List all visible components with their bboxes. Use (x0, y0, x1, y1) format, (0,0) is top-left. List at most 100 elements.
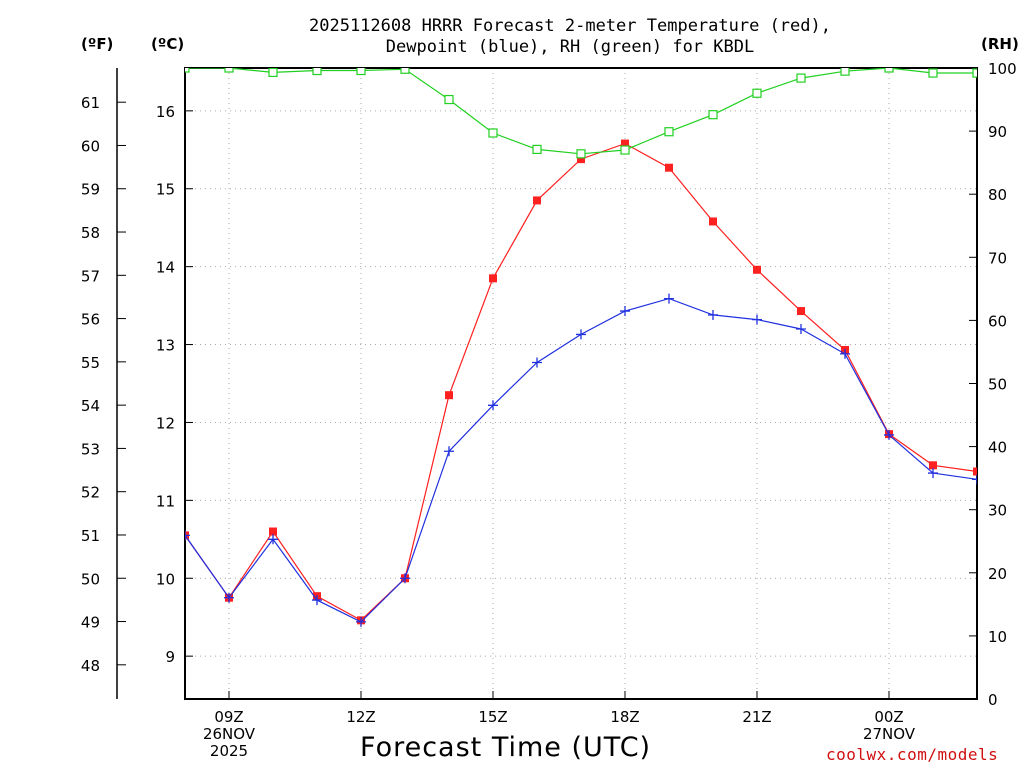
temperature-point (709, 217, 717, 226)
rh-tick-label: 30 (988, 502, 1007, 520)
rh-tick-label: 40 (988, 439, 1007, 457)
dewpoint-point (224, 592, 234, 603)
rh-point (268, 68, 278, 78)
rh-point (532, 144, 542, 154)
fahrenheit-unit-label: (ºF) (81, 35, 114, 53)
chart-title-line1: 2025112608 HRRR Forecast 2-meter Tempera… (309, 16, 831, 36)
rh-point (312, 68, 322, 76)
plot-series-group (185, 68, 977, 627)
dewpoint-line (185, 297, 977, 623)
temperature-line (185, 142, 977, 622)
fahrenheit-tick-label: 54 (81, 397, 100, 415)
rh-point (752, 88, 762, 98)
chart-title-line2: Dewpoint (blue), RH (green) for KBDL (385, 37, 755, 57)
dewpoint-point (488, 400, 498, 411)
rh-point (224, 68, 234, 73)
dewpoint-point (664, 293, 674, 304)
x-tick-label: 18Z (610, 708, 639, 726)
celsius-tick-label: 12 (156, 414, 175, 432)
credit-text: coolwx.com/models (826, 745, 999, 764)
celsius-tick-label: 15 (156, 181, 175, 199)
temperature-point (489, 274, 497, 283)
dewpoint-point (576, 329, 586, 340)
rh-tick-label: 80 (988, 186, 1007, 204)
rh-unit-label: (RH) (981, 35, 1019, 53)
rh-tick-label: 60 (988, 312, 1007, 330)
fahrenheit-tick-label: 59 (81, 181, 100, 199)
temperature-point (621, 139, 629, 148)
fahrenheit-tick-label: 51 (81, 527, 100, 545)
rh-point (620, 145, 630, 155)
temperature-point (665, 163, 673, 172)
celsius-unit-label: (ºC) (151, 35, 185, 53)
temperature-point (533, 196, 541, 205)
temperature-point (797, 307, 805, 316)
rh-point (576, 149, 586, 159)
rh-point (356, 68, 366, 76)
temperature-point (973, 467, 977, 476)
fahrenheit-tick-label: 53 (81, 440, 100, 458)
celsius-tick-label: 16 (156, 103, 175, 121)
celsius-tick-label: 11 (156, 492, 175, 510)
temperature-point (445, 391, 453, 400)
rh-point (884, 68, 894, 73)
rh-point (664, 127, 674, 137)
rh-point (840, 68, 850, 76)
fahrenheit-tick-label: 57 (81, 267, 100, 285)
dewpoint-point (268, 534, 278, 545)
rh-tick-label: 20 (988, 565, 1007, 583)
x-tick-label: 27NOV (863, 725, 916, 743)
x-tick-label: 21Z (742, 708, 771, 726)
rh-point (444, 94, 454, 105)
rh-point (400, 68, 410, 74)
fahrenheit-tick-label: 49 (81, 614, 100, 632)
rh-point (972, 68, 977, 78)
fahrenheit-tick-label: 50 (81, 570, 100, 588)
fahrenheit-tick-label: 58 (81, 224, 100, 242)
dewpoint-point (444, 446, 454, 457)
dewpoint-point (884, 429, 894, 440)
x-tick-label: 15Z (478, 708, 507, 726)
x-tick-label: 2025 (210, 742, 248, 760)
x-tick-label: 09Z (214, 708, 243, 726)
fahrenheit-tick-label: 60 (81, 137, 100, 155)
x-tick-label: 00Z (874, 708, 903, 726)
dewpoint-point (796, 323, 806, 334)
rh-point (928, 68, 938, 78)
fahrenheit-tick-label: 48 (81, 657, 100, 675)
temperature-point (929, 461, 937, 470)
rh-point (185, 68, 190, 73)
dewpoint-point (356, 616, 366, 627)
x-axis-label: Forecast Time (UTC) (360, 732, 652, 763)
fahrenheit-tick-label: 52 (81, 484, 100, 502)
dewpoint-point (972, 474, 977, 485)
x-tick-label: 12Z (346, 708, 375, 726)
rh-point (708, 110, 718, 120)
rh-tick-label: 0 (988, 691, 998, 709)
dewpoint-point (400, 573, 410, 584)
celsius-tick-label: 10 (156, 570, 175, 588)
rh-tick-label: 50 (988, 376, 1007, 394)
dewpoint-point (312, 595, 322, 606)
dewpoint-point (752, 314, 762, 325)
rh-tick-label: 70 (988, 249, 1007, 267)
dewpoint-point (620, 306, 630, 317)
fahrenheit-tick-label: 55 (81, 354, 100, 372)
temperature-point (269, 527, 277, 536)
dewpoint-point (928, 468, 938, 479)
celsius-tick-label: 13 (156, 337, 175, 355)
temperature-point (753, 265, 761, 274)
dewpoint-point (840, 348, 850, 359)
fahrenheit-tick-label: 56 (81, 311, 100, 329)
temperature-point (577, 155, 585, 164)
celsius-tick-label: 9 (165, 648, 175, 666)
rh-tick-label: 100 (988, 60, 1017, 78)
fahrenheit-tick-label: 61 (81, 94, 100, 112)
dewpoint-point (708, 309, 718, 320)
rh-point (488, 128, 498, 138)
celsius-tick-label: 14 (156, 259, 175, 277)
dewpoint-point (185, 530, 190, 541)
rh-tick-label: 90 (988, 123, 1007, 141)
rh-point (796, 73, 806, 83)
